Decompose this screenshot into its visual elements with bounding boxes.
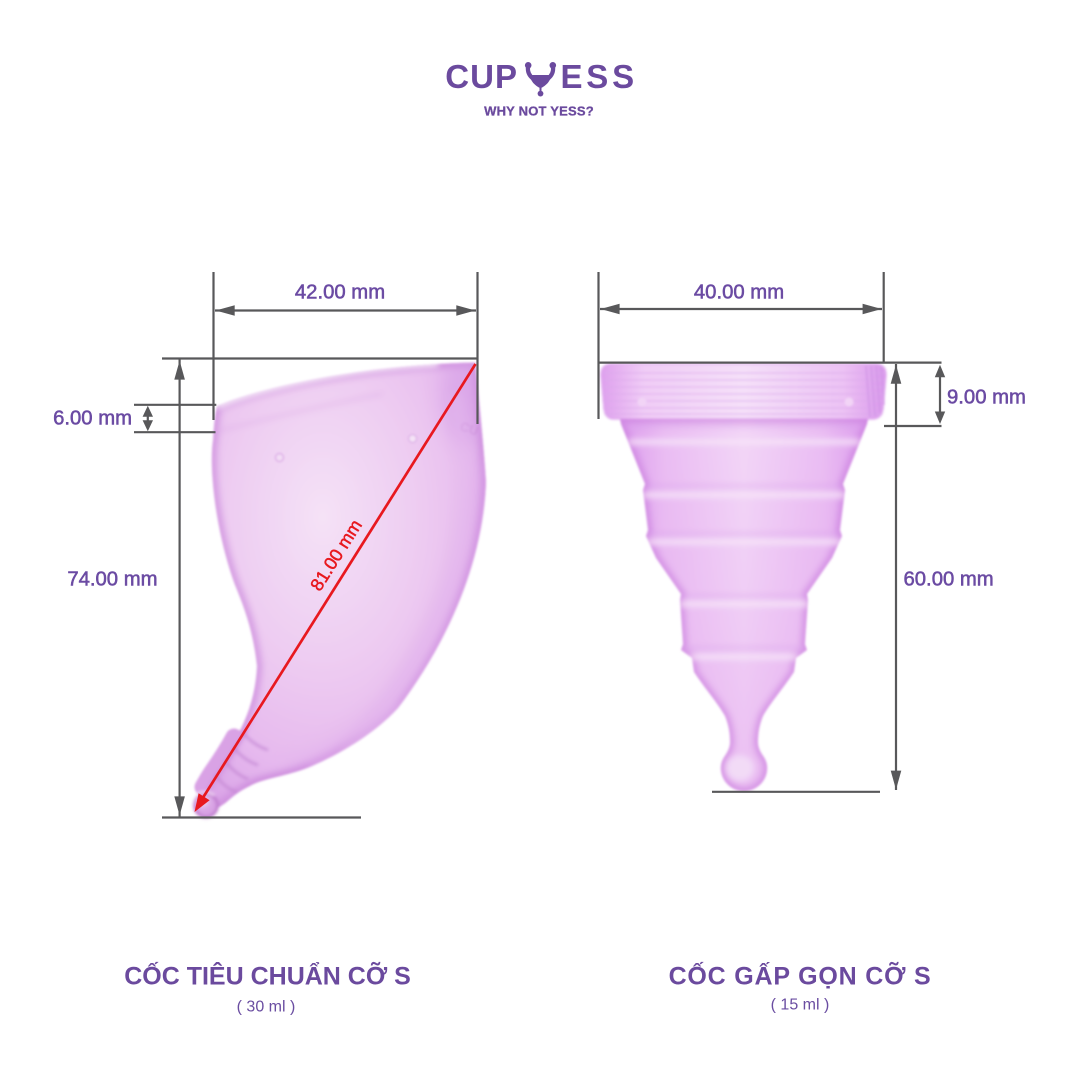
svg-text:6.00 mm: 6.00 mm [53,408,132,430]
svg-text:( 15 ml ): ( 15 ml ) [771,997,830,1014]
svg-text:42.00 mm: 42.00 mm [295,282,385,304]
svg-text:ESS: ESS [561,58,638,95]
svg-text:74.00 mm: 74.00 mm [67,569,157,591]
svg-text:CỐC GẤP GỌN CỠ S: CỐC GẤP GỌN CỠ S [669,961,932,991]
svg-text:WHY NOT YESS?: WHY NOT YESS? [484,104,594,119]
svg-text:CỐC TIÊU CHUẨN CỠ S: CỐC TIÊU CHUẨN CỠ S [124,961,411,991]
svg-text:CUP: CUP [445,58,518,95]
svg-text:9.00 mm: 9.00 mm [947,387,1026,409]
svg-text:( 30 ml ): ( 30 ml ) [237,999,296,1016]
svg-text:40.00 mm: 40.00 mm [694,282,784,304]
svg-text:60.00 mm: 60.00 mm [904,569,994,591]
